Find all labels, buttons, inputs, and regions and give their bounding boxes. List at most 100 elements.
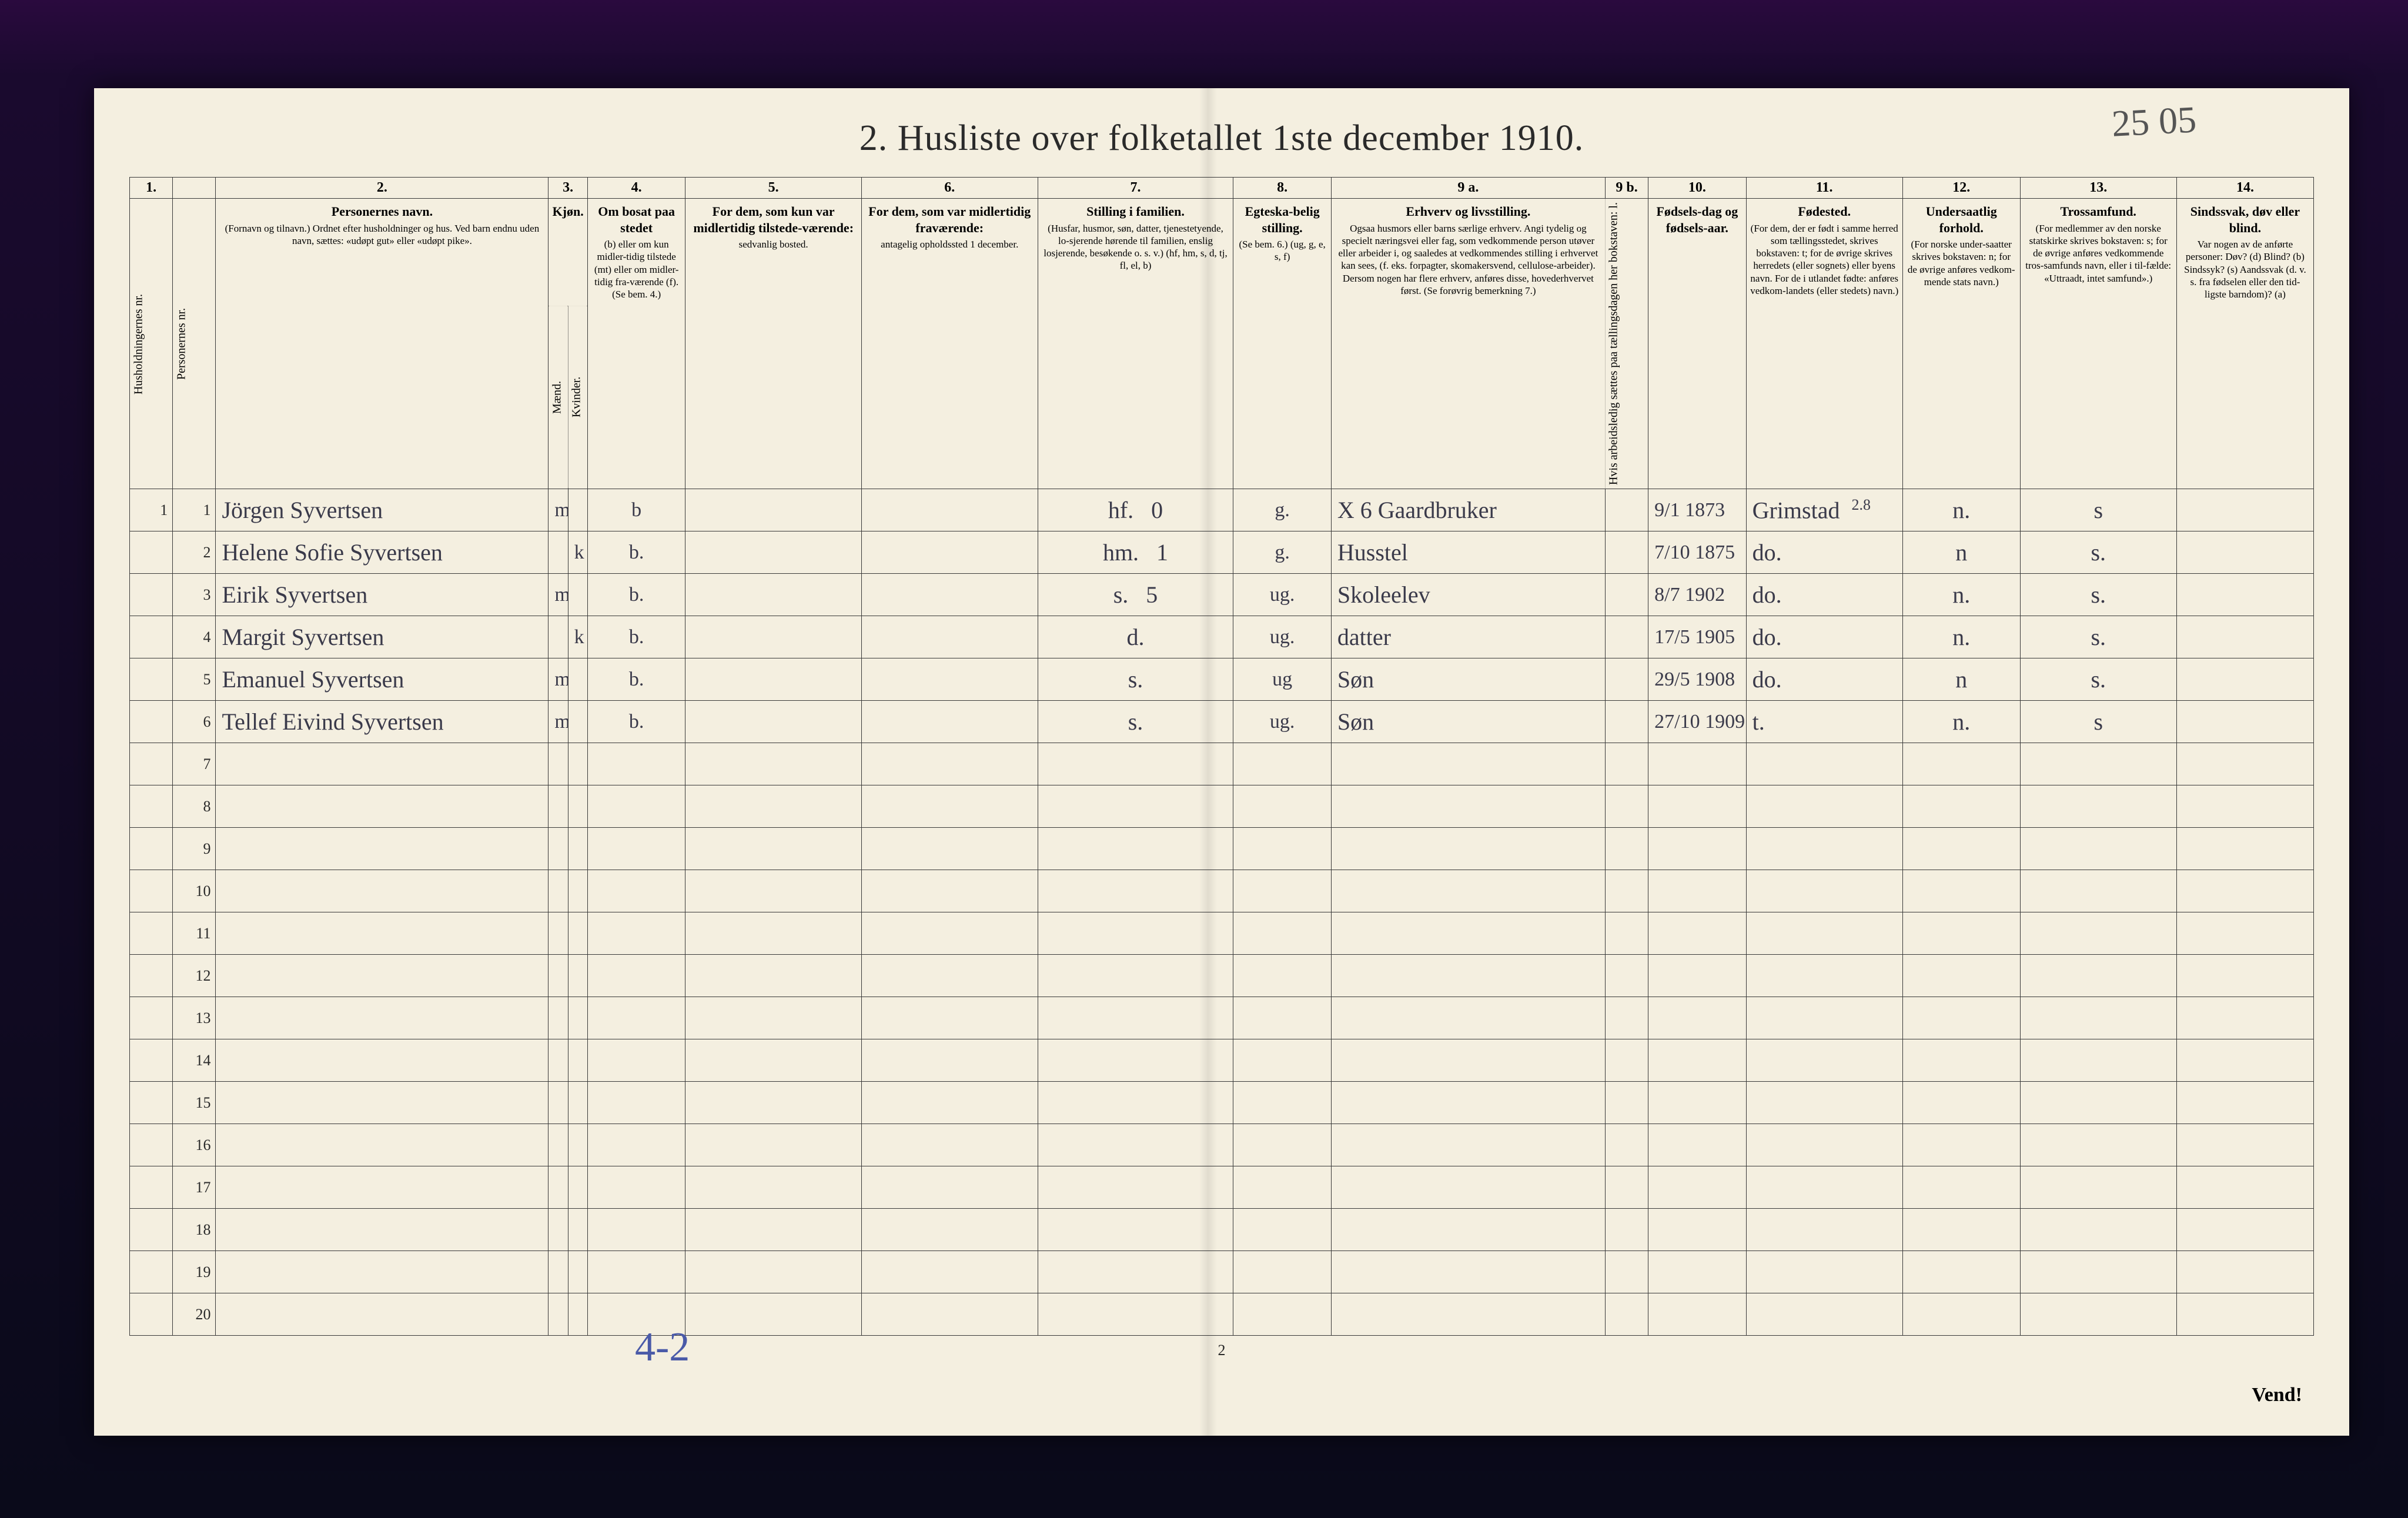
cell-residence: b. — [587, 531, 685, 574]
cell-nationality: n — [1902, 531, 2020, 574]
cell-empty — [1902, 955, 2020, 997]
cell-birthplace: do. — [1746, 616, 1902, 658]
cell-empty — [685, 997, 862, 1039]
cell-sex-k — [568, 658, 587, 701]
table-row: 6Tellef Eivind Syvertsenmb.s.ug.Søn27/10… — [130, 701, 2314, 743]
cell-empty — [549, 1082, 568, 1124]
cell-empty — [568, 870, 587, 912]
hdr-birthdate: Fødsels-dag og fødsels-aar. — [1648, 199, 1746, 489]
cell-empty — [685, 1251, 862, 1293]
cell-empty — [568, 1209, 587, 1251]
cell-person-nr: 1 — [173, 489, 216, 531]
cell-occupation: X 6 Gaardbruker — [1331, 489, 1605, 531]
cell-nationality: n. — [1902, 616, 2020, 658]
cell-empty — [2176, 785, 2313, 828]
cell-empty — [1233, 912, 1331, 955]
cell-household — [130, 743, 173, 785]
cell-empty — [861, 743, 1038, 785]
cell-empty — [568, 1039, 587, 1082]
cell-person-nr: 9 — [173, 828, 216, 870]
cell-person-nr: 8 — [173, 785, 216, 828]
cell-sex-m: m — [549, 701, 568, 743]
cell-empty — [861, 1209, 1038, 1251]
cell-empty — [1038, 1251, 1233, 1293]
cell-empty — [587, 1124, 685, 1166]
hdr-c9a-sub: Ogsaa husmors eller barns særlige erhver… — [1335, 222, 1601, 297]
cell-disability — [2176, 531, 2313, 574]
cell-empty — [216, 743, 549, 785]
cell-empty — [568, 1082, 587, 1124]
hdr-religion: Trossamfund. (For medlemmer av den norsk… — [2020, 199, 2176, 489]
cell-empty — [216, 1124, 549, 1166]
cell-empty — [1038, 828, 1233, 870]
cell-empty — [1331, 1082, 1605, 1124]
cell-empty — [1746, 1251, 1902, 1293]
cell-empty — [861, 870, 1038, 912]
cell-family-pos: d. — [1038, 616, 1233, 658]
hdr-marital: Egteska-belig stilling. (Se bem. 6.) (ug… — [1233, 199, 1331, 489]
cell-empty — [2020, 743, 2176, 785]
cell-empty — [587, 1039, 685, 1082]
cell-person-nr: 20 — [173, 1293, 216, 1336]
cell-sex-m — [549, 531, 568, 574]
hdr-c6-title: For dem, som var midlertidig fraværende: — [865, 203, 1034, 236]
cell-c5 — [685, 658, 862, 701]
cell-c5 — [685, 531, 862, 574]
table-row: 20 — [130, 1293, 2314, 1336]
cell-c5 — [685, 616, 862, 658]
cell-empty — [587, 1166, 685, 1209]
cell-empty — [568, 1293, 587, 1336]
cell-name: Emanuel Syvertsen — [216, 658, 549, 701]
table-row: 4Margit Syvertsenkb.d.ug.datter17/5 1905… — [130, 616, 2314, 658]
cell-empty — [1331, 785, 1605, 828]
census-table: 1. 2. 3. 4. 5. 6. 7. 8. 9 a. 9 b. 10. 11… — [129, 177, 2314, 1336]
cell-empty — [568, 1166, 587, 1209]
hdr-name-sub: (Fornavn og tilnavn.) Ordnet efter husho… — [219, 222, 544, 248]
cell-empty — [861, 912, 1038, 955]
hdr-res-sub: (b) eller om kun midler-tidig tilstede (… — [591, 238, 681, 300]
cell-empty — [1746, 785, 1902, 828]
cell-household — [130, 574, 173, 616]
colnum: 5. — [685, 178, 862, 199]
cell-household — [130, 531, 173, 574]
cell-empty — [1902, 743, 2020, 785]
cell-empty — [2020, 1082, 2176, 1124]
cell-empty — [216, 1082, 549, 1124]
cell-empty — [1233, 955, 1331, 997]
cell-empty — [861, 1082, 1038, 1124]
cell-marital: ug. — [1233, 701, 1331, 743]
cell-empty — [1038, 955, 1233, 997]
cell-person-nr: 19 — [173, 1251, 216, 1293]
cell-empty — [2020, 870, 2176, 912]
cell-empty — [685, 1082, 862, 1124]
header-row: Husholdningernes nr. Personernes nr. Per… — [130, 199, 2314, 306]
cell-empty — [1233, 785, 1331, 828]
cell-disability — [2176, 616, 2313, 658]
cell-empty — [861, 955, 1038, 997]
cell-c6 — [861, 574, 1038, 616]
cell-empty — [568, 743, 587, 785]
cell-empty — [861, 1293, 1038, 1336]
cell-empty — [1648, 828, 1746, 870]
cell-empty — [568, 1124, 587, 1166]
cell-person-nr: 15 — [173, 1082, 216, 1124]
cell-empty — [549, 743, 568, 785]
column-number-row: 1. 2. 3. 4. 5. 6. 7. 8. 9 a. 9 b. 10. 11… — [130, 178, 2314, 199]
cell-empty — [1902, 785, 2020, 828]
cell-empty — [2176, 1039, 2313, 1082]
cell-occupation: datter — [1331, 616, 1605, 658]
cell-empty — [1331, 1166, 1605, 1209]
handwritten-top-right: 25 05 — [2111, 98, 2198, 145]
cell-empty — [1233, 1082, 1331, 1124]
table-row: 9 — [130, 828, 2314, 870]
cell-birth: 17/5 1905 — [1648, 616, 1746, 658]
cell-name: Tellef Eivind Syvertsen — [216, 701, 549, 743]
cell-empty — [1233, 1293, 1331, 1336]
cell-marital: g. — [1233, 531, 1331, 574]
cell-empty — [1648, 1293, 1746, 1336]
cell-empty — [1902, 997, 2020, 1039]
cell-empty — [861, 1166, 1038, 1209]
hdr-sex: Kjøn. — [549, 199, 588, 306]
cell-empty — [1233, 1251, 1331, 1293]
cell-nationality: n — [1902, 658, 2020, 701]
